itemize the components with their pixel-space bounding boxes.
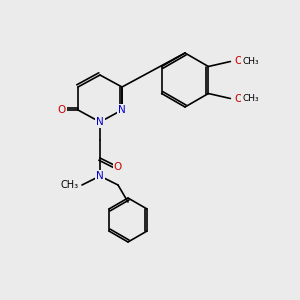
Text: N: N	[96, 171, 104, 181]
Text: O: O	[114, 162, 122, 172]
Text: O: O	[58, 105, 66, 115]
Text: N: N	[118, 105, 126, 115]
Text: N: N	[96, 117, 104, 127]
Text: O: O	[234, 56, 242, 67]
Text: CH₃: CH₃	[61, 180, 79, 190]
Text: CH₃: CH₃	[242, 94, 259, 103]
Text: CH₃: CH₃	[242, 57, 259, 66]
Text: O: O	[234, 94, 242, 103]
